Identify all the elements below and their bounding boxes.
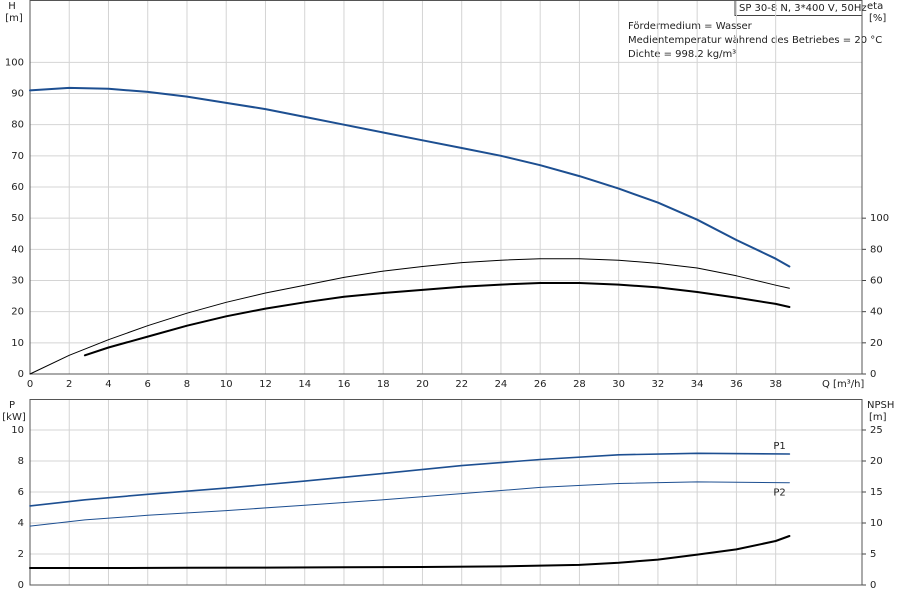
note: Medientemperatur während des Betriebes =… xyxy=(628,35,882,46)
y-tick-label: 70 xyxy=(11,151,24,162)
curve xyxy=(29,86,791,268)
series-label: P1 xyxy=(773,441,785,452)
y-axis-label: H xyxy=(8,1,16,12)
y2-tick-label: 15 xyxy=(870,487,883,498)
x-tick-label: 2 xyxy=(66,379,72,390)
y2-axis-label: eta xyxy=(867,1,883,12)
x-tick-label: 10 xyxy=(220,379,233,390)
x-tick-label: 8 xyxy=(184,379,190,390)
x-tick-label: 28 xyxy=(573,379,586,390)
x-tick-label: 16 xyxy=(338,379,351,390)
y2-tick-label: 5 xyxy=(870,549,876,560)
x-tick-label: 22 xyxy=(455,379,468,390)
chart-title: SP 30-8 N, 3*400 V, 50Hz xyxy=(739,3,867,14)
y-tick-label: 0 xyxy=(18,369,24,380)
x-tick-label: 38 xyxy=(769,379,782,390)
y-tick-label: 100 xyxy=(5,57,24,68)
y2-axis-unit: [m] xyxy=(869,412,887,423)
y-axis-unit: [kW] xyxy=(2,412,26,423)
x-tick-label: 24 xyxy=(495,379,508,390)
y-tick-label: 40 xyxy=(11,244,24,255)
x-tick-label: 34 xyxy=(691,379,704,390)
y2-tick-label: 80 xyxy=(870,244,883,255)
x-tick-label: 32 xyxy=(652,379,665,390)
x-tick-label: 12 xyxy=(259,379,272,390)
curve xyxy=(83,282,791,357)
y-tick-label: 6 xyxy=(18,487,24,498)
y2-tick-label: 20 xyxy=(870,456,883,467)
y-axis-unit: [m] xyxy=(5,13,23,24)
curve xyxy=(29,535,791,569)
y2-tick-label: 20 xyxy=(870,338,883,349)
curve xyxy=(29,258,790,375)
note: Dichte = 998.2 kg/m³ xyxy=(628,49,736,60)
curve xyxy=(29,481,790,527)
y2-axis-unit: [%] xyxy=(869,13,886,24)
x-tick-label: 0 xyxy=(27,379,33,390)
x-tick-label: 30 xyxy=(612,379,625,390)
y-tick-label: 60 xyxy=(11,182,24,193)
y2-tick-label: 10 xyxy=(870,518,883,529)
y-tick-label: 50 xyxy=(11,213,24,224)
y-tick-label: 30 xyxy=(11,276,24,287)
y2-tick-label: 60 xyxy=(870,276,883,287)
x-tick-label: 6 xyxy=(145,379,151,390)
y-tick-label: 80 xyxy=(11,120,24,131)
y-tick-label: 8 xyxy=(18,456,24,467)
y2-tick-label: 0 xyxy=(870,580,876,591)
y-tick-label: 10 xyxy=(11,425,24,436)
x-tick-label: 36 xyxy=(730,379,743,390)
y-tick-label: 90 xyxy=(11,89,24,100)
y2-tick-label: 100 xyxy=(870,213,889,224)
y-tick-label: 20 xyxy=(11,307,24,318)
x-axis-label: Q [m³/h] xyxy=(822,379,864,390)
series-label: P2 xyxy=(773,488,785,499)
y-tick-label: 4 xyxy=(18,518,24,529)
y-tick-label: 2 xyxy=(18,549,24,560)
y2-tick-label: 25 xyxy=(870,425,883,436)
note: Fördermedium = Wasser xyxy=(628,21,753,32)
x-tick-label: 4 xyxy=(105,379,111,390)
plot-frame xyxy=(29,399,863,586)
x-tick-label: 14 xyxy=(298,379,311,390)
plot-frame xyxy=(29,0,863,375)
curve xyxy=(29,452,791,507)
y-axis-label: P xyxy=(9,400,15,411)
y-tick-label: 0 xyxy=(18,580,24,591)
y-tick-label: 10 xyxy=(11,338,24,349)
y2-tick-label: 40 xyxy=(870,307,883,318)
x-tick-label: 18 xyxy=(377,379,390,390)
y2-tick-label: 0 xyxy=(870,369,876,380)
x-tick-label: 20 xyxy=(416,379,429,390)
y2-axis-label: NPSH xyxy=(867,400,894,411)
x-tick-label: 26 xyxy=(534,379,547,390)
